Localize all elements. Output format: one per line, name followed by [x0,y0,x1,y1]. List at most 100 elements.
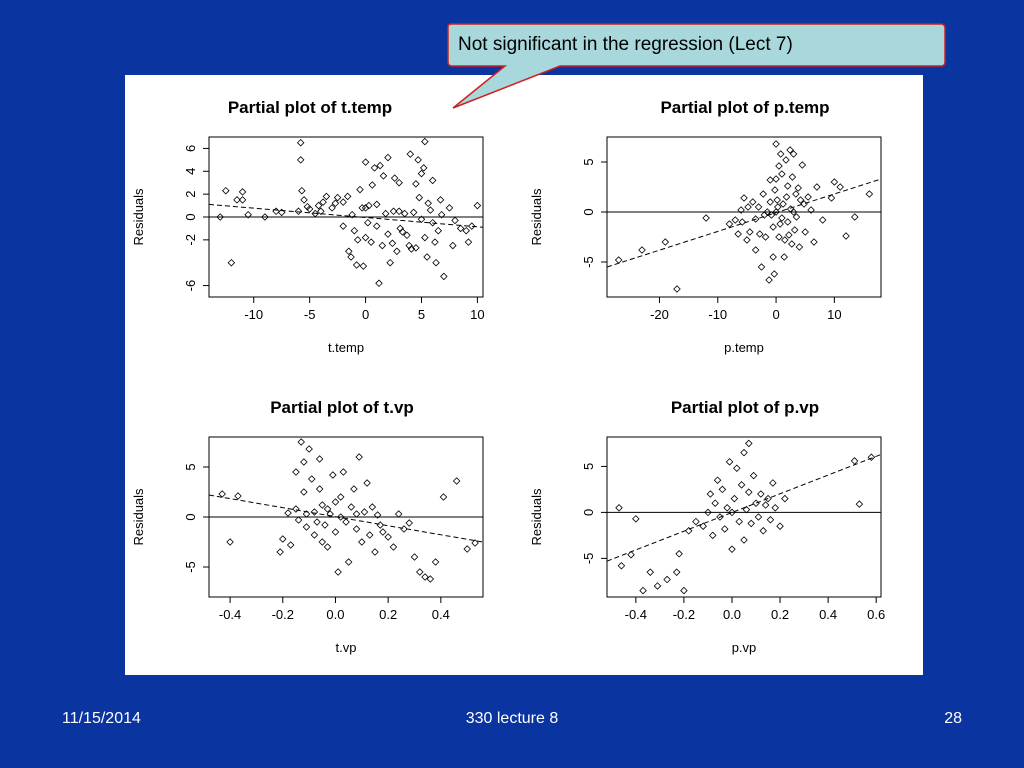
x-tick-label: 0 [772,307,779,322]
data-point [772,175,780,183]
data-point [473,201,482,210]
data-point [471,539,479,547]
data-point [748,198,757,206]
callout-text: Not significant in the regression (Lect … [458,34,793,55]
data-point [286,541,295,549]
data-point [730,494,739,503]
data-point [421,233,429,242]
data-point [743,236,751,244]
data-point [786,146,794,154]
data-point [300,488,308,496]
data-point [740,536,748,544]
data-point [744,203,752,211]
x-tick-label: 0.6 [867,607,885,622]
data-point [767,211,776,219]
data-point [769,479,777,487]
data-point [423,253,431,261]
data-point [298,186,306,195]
data-point [463,545,471,553]
plot-area [607,140,881,293]
data-point [315,455,324,463]
data-point [370,164,379,172]
data-point [735,517,743,526]
y-tick-label: 0 [183,213,198,220]
data-point [322,192,331,201]
data-point [352,261,361,269]
data-point [734,230,742,238]
data-point [234,492,242,500]
plot-title: Partial plot of p.temp [660,98,829,117]
data-point [412,244,420,252]
data-point [348,210,356,219]
data-point [238,196,247,204]
data-point [737,481,746,489]
data-point [365,531,374,539]
data-point [334,568,342,576]
data-point [439,493,448,501]
data-point [405,519,413,527]
data-point [632,515,640,523]
data-point [680,586,688,595]
data-point [296,156,305,164]
data-point [398,228,407,236]
data-point [333,193,342,202]
x-tick-label: 0.0 [326,607,344,622]
data-point [757,490,765,498]
data-point [350,485,358,493]
x-tick-label: 10 [470,307,484,322]
data-point [318,538,327,546]
data-point [865,190,874,198]
x-tick-label: -0.2 [673,607,695,622]
data-point [800,200,808,208]
data-point [728,508,736,517]
figure-panel: Partial plot of t.temp -10 -5 0 5 10 -6 -2 0 2 4 6 t… [125,75,923,675]
data-point [361,158,370,166]
data-point [766,515,775,524]
data-point [721,525,729,533]
data-point [773,196,781,204]
data-point [393,247,401,256]
data-point [244,210,252,219]
data-point [395,178,403,187]
y-tick-label: 2 [183,191,198,198]
plot-title: Partial plot of p.vp [671,398,819,417]
data-point [792,190,800,198]
data-point [737,206,745,214]
data-point [342,518,350,526]
data-point [279,535,287,543]
data-point [740,448,748,457]
data-point [400,525,408,533]
data-point [376,161,384,170]
data-point [751,246,760,254]
fit-line [209,203,483,228]
data-point [352,510,361,518]
plot-title: Partial plot of t.temp [228,98,392,117]
data-point [222,186,230,195]
data-point [431,558,440,566]
data-point [804,193,812,201]
data-point [339,468,348,476]
data-point [375,279,383,288]
data-point [855,500,864,508]
data-point [311,209,320,218]
data-point [759,527,767,535]
data-point [778,214,786,222]
data-point [410,553,419,561]
fit-line [607,454,881,562]
data-point [415,193,424,202]
y-axis-label: Residuals [529,488,544,546]
data-point [740,194,748,202]
data-point [315,485,324,493]
data-point [358,538,366,546]
data-point [761,501,770,509]
data-point [718,485,727,494]
data-point [292,505,300,513]
data-point [350,226,359,235]
data-point [830,178,839,186]
data-point [376,521,385,529]
data-point [428,218,437,227]
data-point [389,207,398,216]
x-axis-label: p.vp [732,640,757,655]
data-point [384,153,392,162]
data-point [328,204,336,212]
